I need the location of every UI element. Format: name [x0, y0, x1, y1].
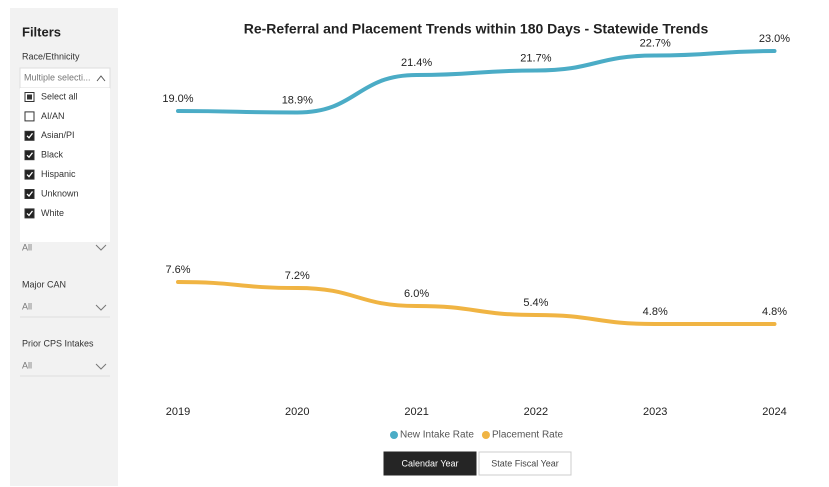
x-tick-label: 2023: [643, 406, 667, 418]
dropdown-value[interactable]: All: [22, 301, 32, 311]
dropdown-value: Multiple selecti...: [24, 72, 91, 82]
toggle-button[interactable]: [478, 451, 572, 476]
legend-marker: [390, 431, 398, 439]
checkbox-label: Select all: [41, 91, 78, 101]
checkbox-label: Hispanic: [41, 169, 76, 179]
x-tick-label: 2022: [524, 406, 548, 418]
data-label: 4.8%: [643, 306, 668, 318]
checkmark: [26, 171, 34, 178]
data-label: 21.4%: [401, 57, 432, 69]
checkbox[interactable]: [24, 208, 35, 219]
dropdown-value: All: [22, 242, 32, 252]
x-tick-label: 2021: [404, 406, 428, 418]
x-tick-label: 2024: [762, 406, 786, 418]
data-label: 18.9%: [282, 94, 313, 106]
checkbox[interactable]: [24, 111, 35, 122]
chevron: [96, 75, 106, 82]
data-label: 19.0%: [162, 93, 193, 105]
filter-label: Prior CPS Intakes: [22, 338, 94, 348]
dropdown-value[interactable]: All: [22, 360, 32, 370]
chevron: [95, 363, 107, 370]
checkbox-label: Asian/PI: [41, 130, 75, 140]
data-label: 7.2%: [285, 270, 310, 282]
checkmark: [26, 210, 34, 217]
data-label: 7.6%: [165, 264, 190, 276]
data-label: 4.8%: [762, 306, 787, 318]
checkbox-label: White: [41, 208, 64, 218]
checkmark: [26, 132, 34, 139]
checkbox[interactable]: [24, 130, 35, 141]
data-label: 5.4%: [523, 297, 548, 309]
x-tick-label: 2020: [285, 406, 309, 418]
filters-title: Filters: [22, 24, 61, 39]
checkbox-label: Unknown: [41, 188, 79, 198]
filter-label: Race/Ethnicity: [22, 51, 80, 61]
checkmark: [26, 191, 34, 197]
data-label: 6.0%: [404, 288, 429, 300]
x-tick-label: 2019: [166, 406, 190, 418]
chevron: [95, 244, 107, 251]
checkbox-label: Black: [41, 150, 64, 160]
toggle-label: Calendar Year: [401, 458, 458, 468]
dropdown-list: [20, 88, 110, 242]
legend-label: New Intake Rate: [400, 430, 474, 441]
legend-marker: [481, 431, 490, 439]
checkmark: [26, 152, 34, 159]
data-label: 23.0%: [759, 33, 790, 45]
toggle-label: State Fiscal Year: [491, 458, 559, 468]
filter-label: Major CAN: [22, 279, 66, 289]
checkbox[interactable]: [24, 189, 35, 199]
chevron: [95, 304, 107, 311]
toggle-button[interactable]: [383, 451, 477, 476]
series-line: [176, 280, 777, 326]
legend-label: Placement Rate: [492, 430, 564, 441]
checkbox[interactable]: [24, 150, 35, 161]
data-label: 22.7%: [640, 37, 671, 49]
checkbox-partial: [27, 94, 32, 100]
data-label: 21.7%: [520, 52, 551, 64]
checkbox[interactable]: [24, 169, 35, 180]
checkbox-label: AI/AN: [41, 111, 65, 121]
series-line: [176, 49, 777, 115]
chart-title: Re-Referral and Placement Trends within …: [244, 21, 709, 37]
